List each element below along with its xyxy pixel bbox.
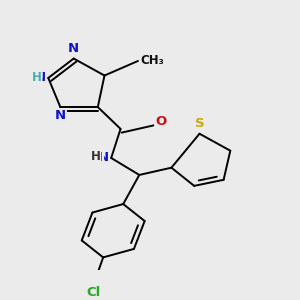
Text: H: H bbox=[91, 150, 100, 163]
Text: O: O bbox=[155, 115, 167, 128]
Text: N: N bbox=[98, 152, 109, 164]
Text: S: S bbox=[195, 117, 204, 130]
Text: N: N bbox=[34, 71, 46, 85]
Text: Cl: Cl bbox=[87, 286, 101, 299]
Text: N: N bbox=[68, 42, 79, 55]
Text: N: N bbox=[55, 110, 66, 122]
Text: H: H bbox=[32, 71, 42, 85]
Text: H: H bbox=[93, 152, 103, 164]
Text: CH₃: CH₃ bbox=[141, 55, 164, 68]
